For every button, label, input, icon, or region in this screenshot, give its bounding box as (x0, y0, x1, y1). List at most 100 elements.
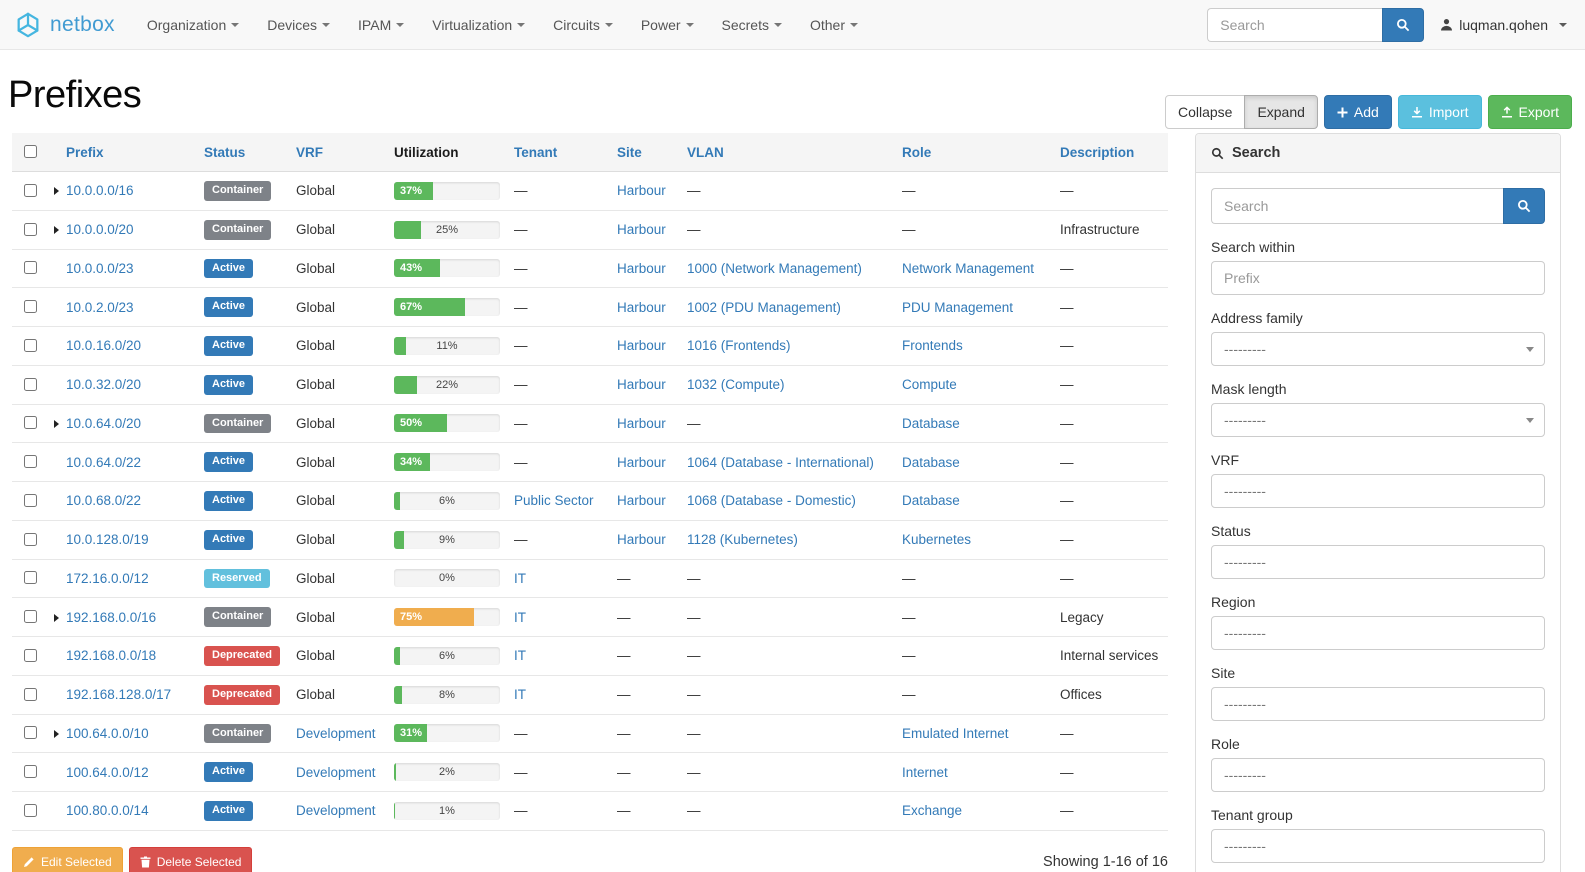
nav-item-virtualization[interactable]: Virtualization (418, 0, 539, 50)
column-header-role[interactable]: Role (894, 133, 1052, 172)
site-link[interactable]: Harbour (617, 338, 666, 354)
role-link[interactable]: Exchange (902, 803, 963, 819)
site-link[interactable]: Harbour (617, 493, 666, 509)
expand-caret-icon[interactable] (54, 726, 66, 741)
column-header-tenant[interactable]: Tenant (506, 133, 609, 172)
prefix-link[interactable]: 100.64.0.0/10 (66, 725, 149, 741)
site-link[interactable]: Harbour (617, 299, 666, 315)
site-link[interactable]: Harbour (617, 415, 666, 431)
prefix-link[interactable]: 10.0.2.0/23 (66, 299, 134, 315)
nav-item-ipam[interactable]: IPAM (344, 0, 418, 50)
nav-item-other[interactable]: Other (796, 0, 872, 50)
prefix-link[interactable]: 100.80.0.0/14 (66, 803, 149, 819)
prefix-link[interactable]: 172.16.0.0/12 (66, 570, 149, 586)
nav-item-power[interactable]: Power (627, 0, 708, 50)
row-checkbox[interactable] (24, 377, 37, 391)
row-checkbox[interactable] (24, 648, 37, 662)
mask-length-select[interactable]: --------- (1211, 403, 1545, 437)
row-checkbox[interactable] (24, 222, 37, 236)
nav-item-secrets[interactable]: Secrets (708, 0, 796, 50)
filter-search-button[interactable] (1503, 188, 1545, 224)
row-checkbox[interactable] (24, 493, 37, 507)
role-link[interactable]: Kubernetes (902, 532, 972, 548)
site-select[interactable]: --------- (1211, 687, 1545, 721)
vrf-link[interactable]: Development (296, 725, 376, 741)
tenant-link[interactable]: IT (514, 609, 526, 625)
column-header-vlan[interactable]: VLAN (679, 133, 894, 172)
site-link[interactable]: Harbour (617, 532, 666, 548)
region-select[interactable]: --------- (1211, 616, 1545, 650)
nav-item-devices[interactable]: Devices (253, 0, 344, 50)
site-link[interactable]: Harbour (617, 222, 666, 238)
expand-button[interactable]: Expand (1244, 95, 1318, 129)
expand-caret-icon[interactable] (54, 222, 66, 237)
column-header-prefix[interactable]: Prefix (46, 133, 196, 172)
column-header-site[interactable]: Site (609, 133, 679, 172)
row-checkbox[interactable] (24, 571, 37, 585)
prefix-link[interactable]: 10.0.0.0/23 (66, 260, 134, 276)
row-checkbox[interactable] (24, 261, 37, 275)
row-checkbox[interactable] (24, 455, 37, 469)
column-header-status[interactable]: Status (196, 133, 288, 172)
tenant-group-select[interactable]: --------- (1211, 829, 1545, 863)
import-button[interactable]: Import (1397, 95, 1482, 129)
prefix-link[interactable]: 10.0.64.0/20 (66, 415, 142, 431)
prefix-link[interactable]: 10.0.0.0/20 (66, 222, 134, 238)
row-checkbox[interactable] (24, 532, 37, 546)
role-select[interactable]: --------- (1211, 758, 1545, 792)
row-checkbox[interactable] (24, 338, 37, 352)
vlan-link[interactable]: 1128 (Kubernetes) (687, 532, 798, 548)
add-button[interactable]: Add (1323, 95, 1392, 129)
vrf-select[interactable]: --------- (1211, 474, 1545, 508)
prefix-link[interactable]: 10.0.32.0/20 (66, 377, 142, 393)
column-header-vrf[interactable]: VRF (288, 133, 386, 172)
nav-item-organization[interactable]: Organization (133, 0, 253, 50)
expand-caret-icon[interactable] (54, 610, 66, 625)
vlan-link[interactable]: 1064 (Database - International) (687, 454, 874, 470)
prefix-link[interactable]: 192.168.128.0/17 (66, 687, 172, 703)
nav-item-circuits[interactable]: Circuits (539, 0, 627, 50)
filter-search-input[interactable] (1211, 188, 1503, 224)
collapse-button[interactable]: Collapse (1164, 95, 1246, 129)
vlan-link[interactable]: 1068 (Database - Domestic) (687, 493, 856, 509)
vlan-link[interactable]: 1002 (PDU Management) (687, 299, 841, 315)
vlan-link[interactable]: 1032 (Compute) (687, 377, 785, 393)
vrf-link[interactable]: Development (296, 803, 376, 819)
row-checkbox[interactable] (24, 183, 37, 197)
site-link[interactable]: Harbour (617, 377, 666, 393)
vlan-link[interactable]: 1016 (Frontends) (687, 338, 791, 354)
prefix-link[interactable]: 10.0.0.0/16 (66, 183, 134, 199)
tenant-link[interactable]: Public Sector (514, 493, 594, 509)
select-all-checkbox[interactable] (24, 145, 37, 158)
prefix-link[interactable]: 10.0.128.0/19 (66, 532, 149, 548)
role-link[interactable]: Compute (902, 377, 957, 393)
row-checkbox[interactable] (24, 416, 37, 430)
prefix-link[interactable]: 10.0.16.0/20 (66, 338, 142, 354)
expand-caret-icon[interactable] (54, 416, 66, 431)
role-link[interactable]: Database (902, 415, 960, 431)
site-link[interactable]: Harbour (617, 260, 666, 276)
prefix-link[interactable]: 192.168.0.0/16 (66, 609, 157, 625)
row-checkbox[interactable] (24, 803, 37, 817)
column-header-description[interactable]: Description (1052, 133, 1168, 172)
role-link[interactable]: Database (902, 493, 960, 509)
role-link[interactable]: Internet (902, 764, 948, 780)
row-checkbox[interactable] (24, 765, 37, 779)
tenant-link[interactable]: IT (514, 570, 526, 586)
status-select[interactable]: --------- (1211, 545, 1545, 579)
vrf-link[interactable]: Development (296, 764, 376, 780)
role-link[interactable]: Frontends (902, 338, 963, 354)
site-link[interactable]: Harbour (617, 454, 666, 470)
prefix-link[interactable]: 10.0.64.0/22 (66, 454, 142, 470)
row-checkbox[interactable] (24, 610, 37, 624)
prefix-link[interactable]: 192.168.0.0/18 (66, 648, 157, 664)
export-button[interactable]: Export (1487, 95, 1572, 129)
navbar-search-input[interactable] (1207, 7, 1383, 42)
vlan-link[interactable]: 1000 (Network Management) (687, 260, 862, 276)
prefix-link[interactable]: 100.64.0.0/12 (66, 764, 149, 780)
address-family-select[interactable]: --------- (1211, 332, 1545, 366)
prefix-link[interactable]: 10.0.68.0/22 (66, 493, 142, 509)
user-menu[interactable]: luqman.qohen (1440, 17, 1571, 33)
expand-caret-icon[interactable] (54, 183, 66, 198)
site-link[interactable]: Harbour (617, 183, 666, 199)
